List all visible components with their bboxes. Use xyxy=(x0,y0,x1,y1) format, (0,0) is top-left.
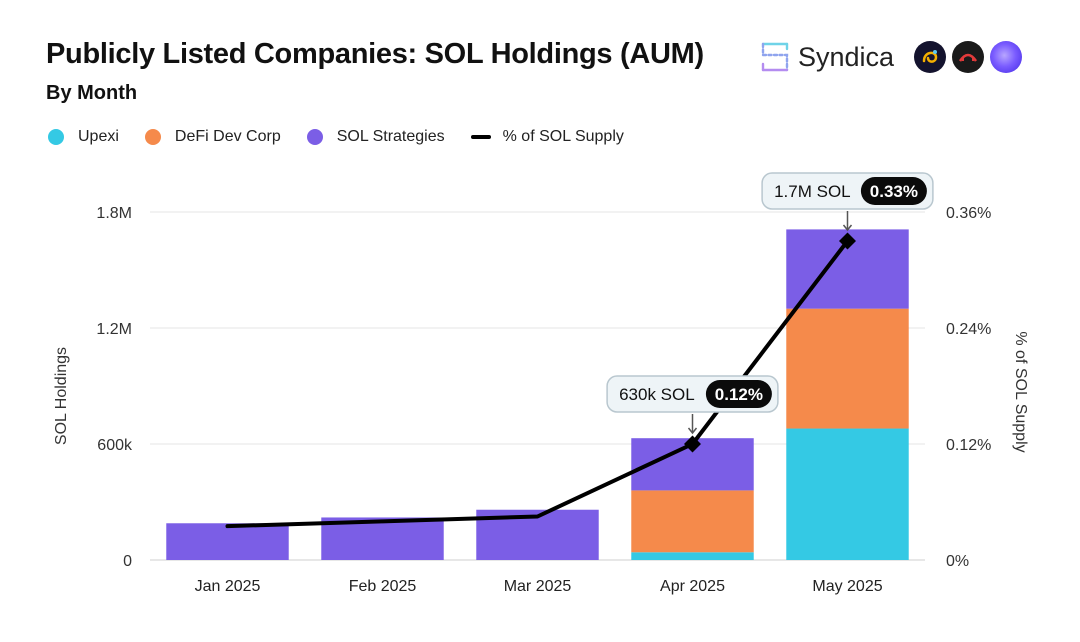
x-tick-label: Apr 2025 xyxy=(660,578,725,595)
legend-swatch-defi-dev-corp xyxy=(144,129,161,145)
legend-label: SOL Strategies xyxy=(336,128,445,145)
bar-upexi xyxy=(786,428,909,560)
brand-block: Syndica xyxy=(760,40,1023,74)
legend-item-upexi: Upexi xyxy=(48,128,119,146)
chart-subtitle: By Month xyxy=(46,82,138,104)
y2-tick-label: 0.36% xyxy=(946,205,991,222)
y-tick-label: 1.8M xyxy=(96,205,132,222)
partner-logo-1-icon xyxy=(914,41,947,73)
brand-name: Syndica xyxy=(798,41,895,72)
annotation-label: 1.7M SOL xyxy=(774,182,851,201)
y-tick-label: 1.2M xyxy=(96,321,132,338)
partner-logo-3-icon xyxy=(990,41,1023,73)
annotation-badge-label: 0.12% xyxy=(715,385,763,404)
legend: Upexi DeFi Dev Corp SOL Strategies % of … xyxy=(48,128,650,146)
legend-swatch-sol-strategies xyxy=(306,129,323,145)
x-tick-label: Feb 2025 xyxy=(349,578,417,595)
legend-swatch-upexi xyxy=(48,129,64,145)
legend-label: % of SOL Supply xyxy=(502,128,624,145)
line-marker xyxy=(684,435,701,453)
bar-defi-dev-corp xyxy=(786,308,909,429)
x-tick-label: May 2025 xyxy=(812,578,882,595)
x-tick-label: Mar 2025 xyxy=(504,578,572,595)
annotation-badge xyxy=(705,380,772,408)
annotation-badge xyxy=(860,177,927,205)
chart-title: Publicly Listed Companies: SOL Holdings … xyxy=(46,38,704,70)
y-axis-title: SOL Holdings xyxy=(53,347,70,445)
bar-defi-dev-corp xyxy=(631,490,754,553)
y-tick-label: 600k xyxy=(97,437,133,454)
bar-sol-strategies xyxy=(166,523,289,560)
x-tick-label: Jan 2025 xyxy=(195,578,261,595)
partner-logo-2-icon xyxy=(952,41,985,73)
line-marker xyxy=(839,232,856,250)
annotation-arrow-icon xyxy=(687,427,698,435)
y2-tick-label: 0% xyxy=(946,553,969,570)
legend-label: Upexi xyxy=(78,128,119,145)
legend-swatch-sol-supply xyxy=(470,135,491,139)
annotation-label: 630k SOL xyxy=(619,385,695,404)
y-tick-label: 0 xyxy=(123,553,132,570)
y2-tick-label: 0.24% xyxy=(946,321,991,338)
annotation-arrow-icon xyxy=(842,224,853,232)
annotation-badge-label: 0.33% xyxy=(870,182,918,201)
legend-item-defi-dev-corp: DeFi Dev Corp xyxy=(144,128,281,146)
legend-item-sol-supply: % of SOL Supply xyxy=(470,128,624,146)
y2-tick-label: 0.12% xyxy=(946,437,991,454)
legend-item-sol-strategies: SOL Strategies xyxy=(306,128,445,146)
bar-upexi xyxy=(631,552,754,560)
legend-label: DeFi Dev Corp xyxy=(174,128,281,145)
syndica-logo-icon xyxy=(761,42,789,72)
y2-axis-title: % of SOL Supply xyxy=(1012,331,1029,452)
